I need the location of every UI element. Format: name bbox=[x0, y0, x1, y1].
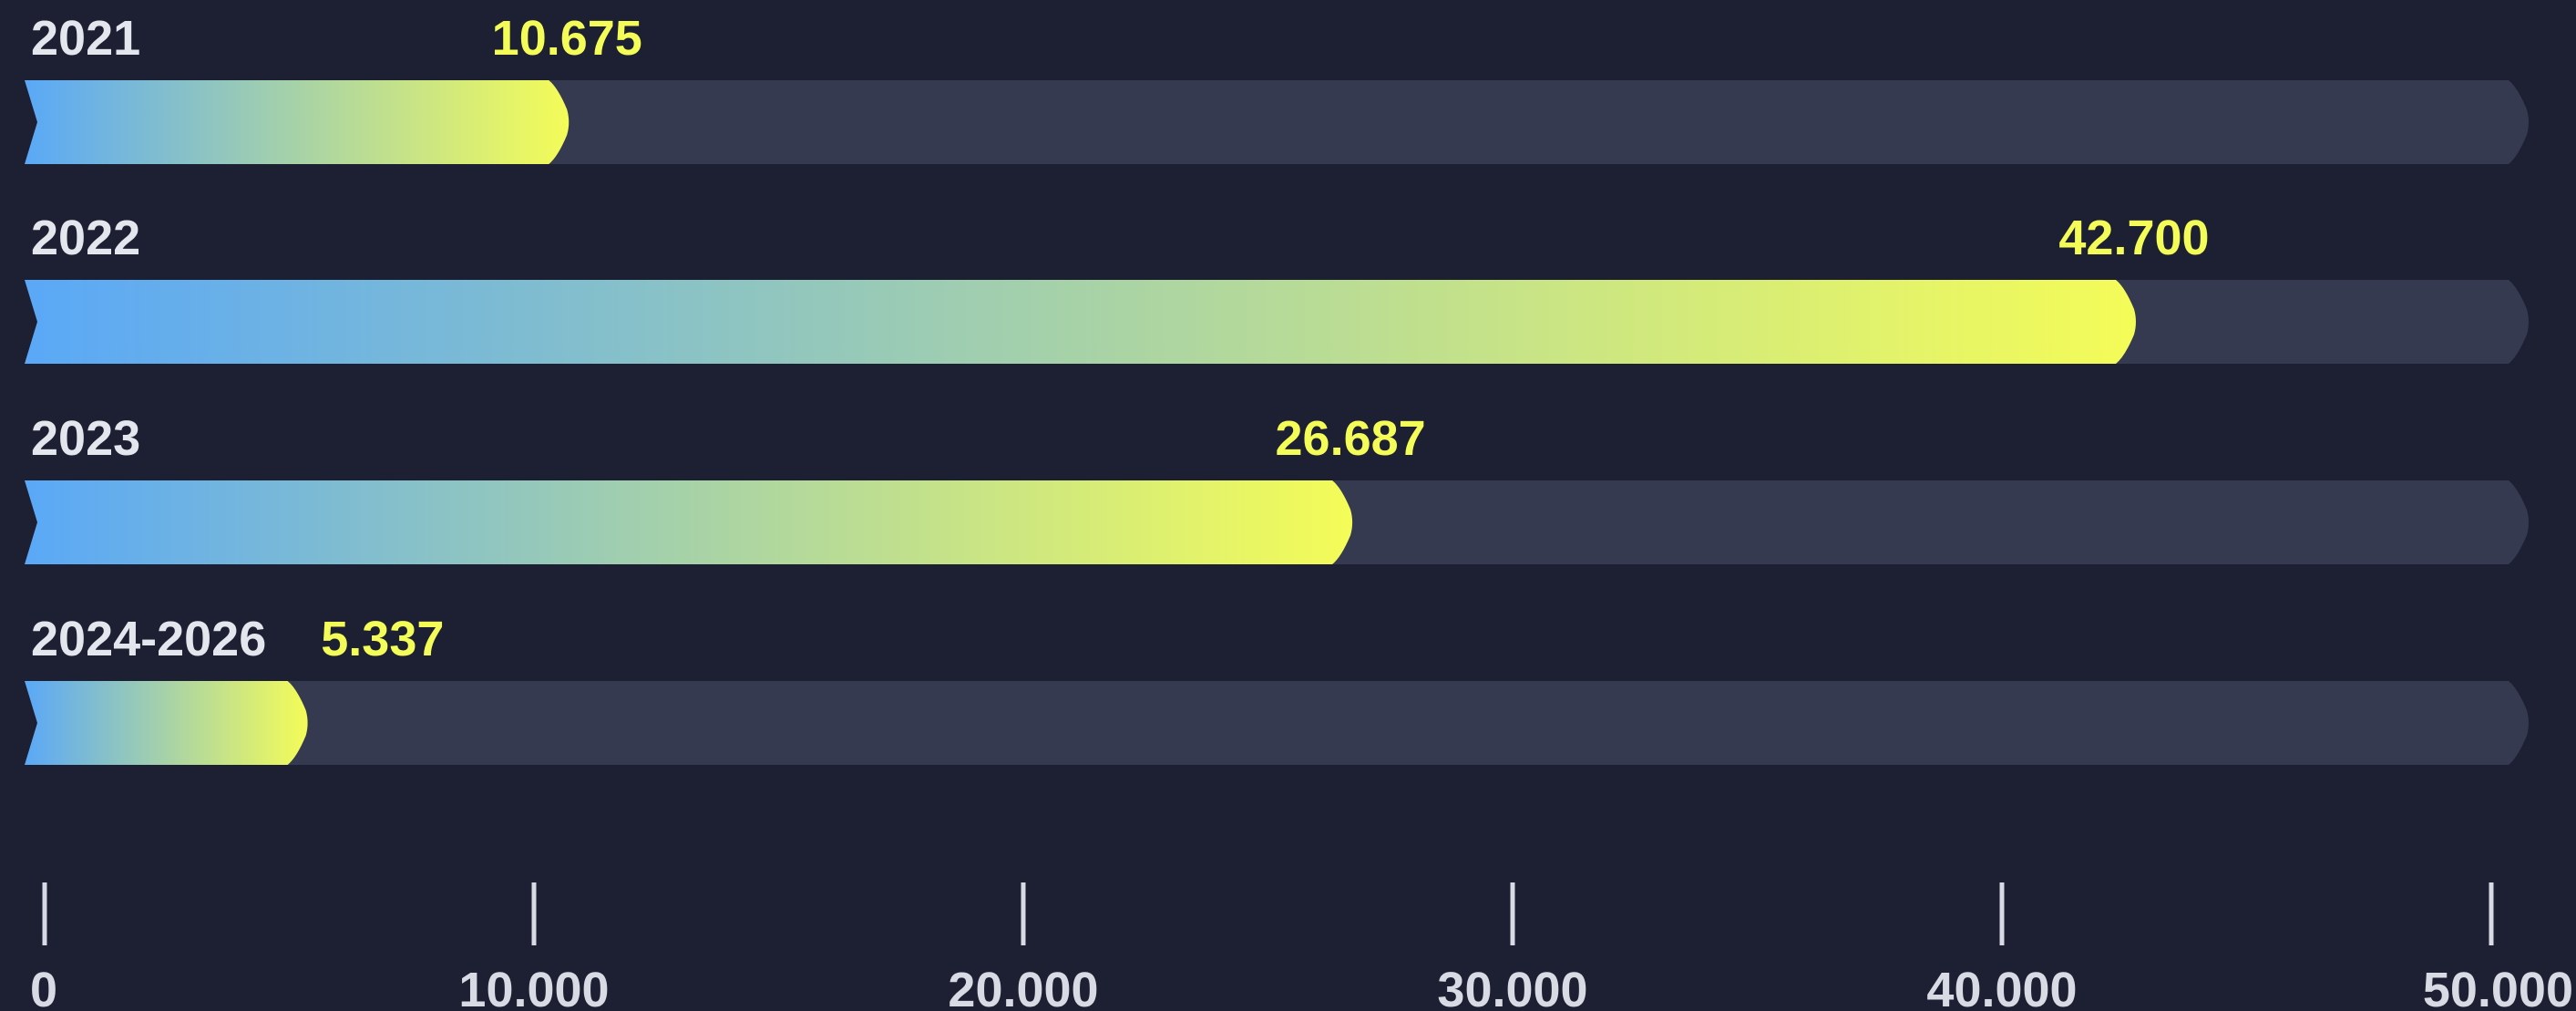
x-tick-label: 30.000 bbox=[1437, 963, 1587, 1011]
bar bbox=[25, 80, 570, 164]
x-tick-label: 20.000 bbox=[948, 963, 1098, 1011]
bar-track bbox=[25, 681, 2529, 765]
value-label: 10.675 bbox=[492, 11, 642, 66]
bar-track bbox=[25, 80, 2529, 164]
category-label: 2024-2026 bbox=[31, 612, 266, 666]
x-tick-label: 40.000 bbox=[1926, 963, 2077, 1011]
x-tick-label: 10.000 bbox=[458, 963, 609, 1011]
category-label: 2023 bbox=[31, 411, 140, 466]
category-label: 2022 bbox=[31, 211, 140, 265]
value-label: 26.687 bbox=[1276, 411, 1426, 466]
x-tick-label: 0 bbox=[30, 963, 57, 1011]
value-label: 42.700 bbox=[2058, 211, 2209, 265]
value-label: 5.337 bbox=[321, 612, 444, 666]
bar bbox=[25, 280, 2136, 364]
category-label: 2021 bbox=[31, 11, 140, 66]
bar bbox=[25, 480, 1353, 564]
x-tick-label: 50.000 bbox=[2423, 963, 2573, 1011]
bar bbox=[25, 681, 308, 765]
